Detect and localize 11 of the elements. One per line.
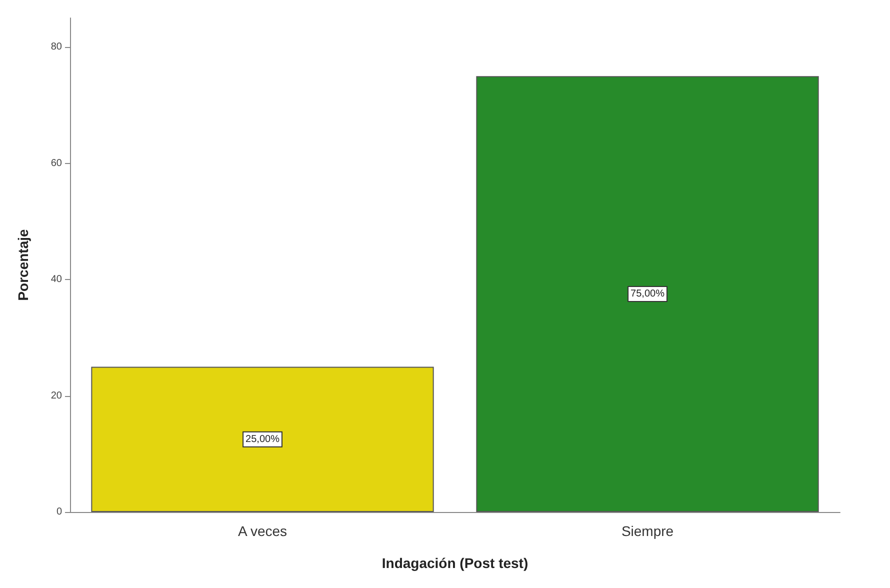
y-tick-label: 80 — [50, 42, 62, 53]
data-label: 75,00% — [630, 288, 665, 300]
x-axis-title: Indagación (Post test) — [382, 555, 528, 571]
y-tick-label: 40 — [50, 274, 62, 286]
x-tick-label: Siempre — [621, 523, 674, 539]
data-label: 25,00% — [246, 434, 280, 445]
y-axis-title: Porcentaje — [15, 228, 31, 301]
y-tick-label: 60 — [50, 158, 62, 169]
y-tick-label: 20 — [50, 390, 62, 402]
y-tick-label: 0 — [56, 506, 62, 518]
x-tick-label: A veces — [238, 523, 288, 539]
